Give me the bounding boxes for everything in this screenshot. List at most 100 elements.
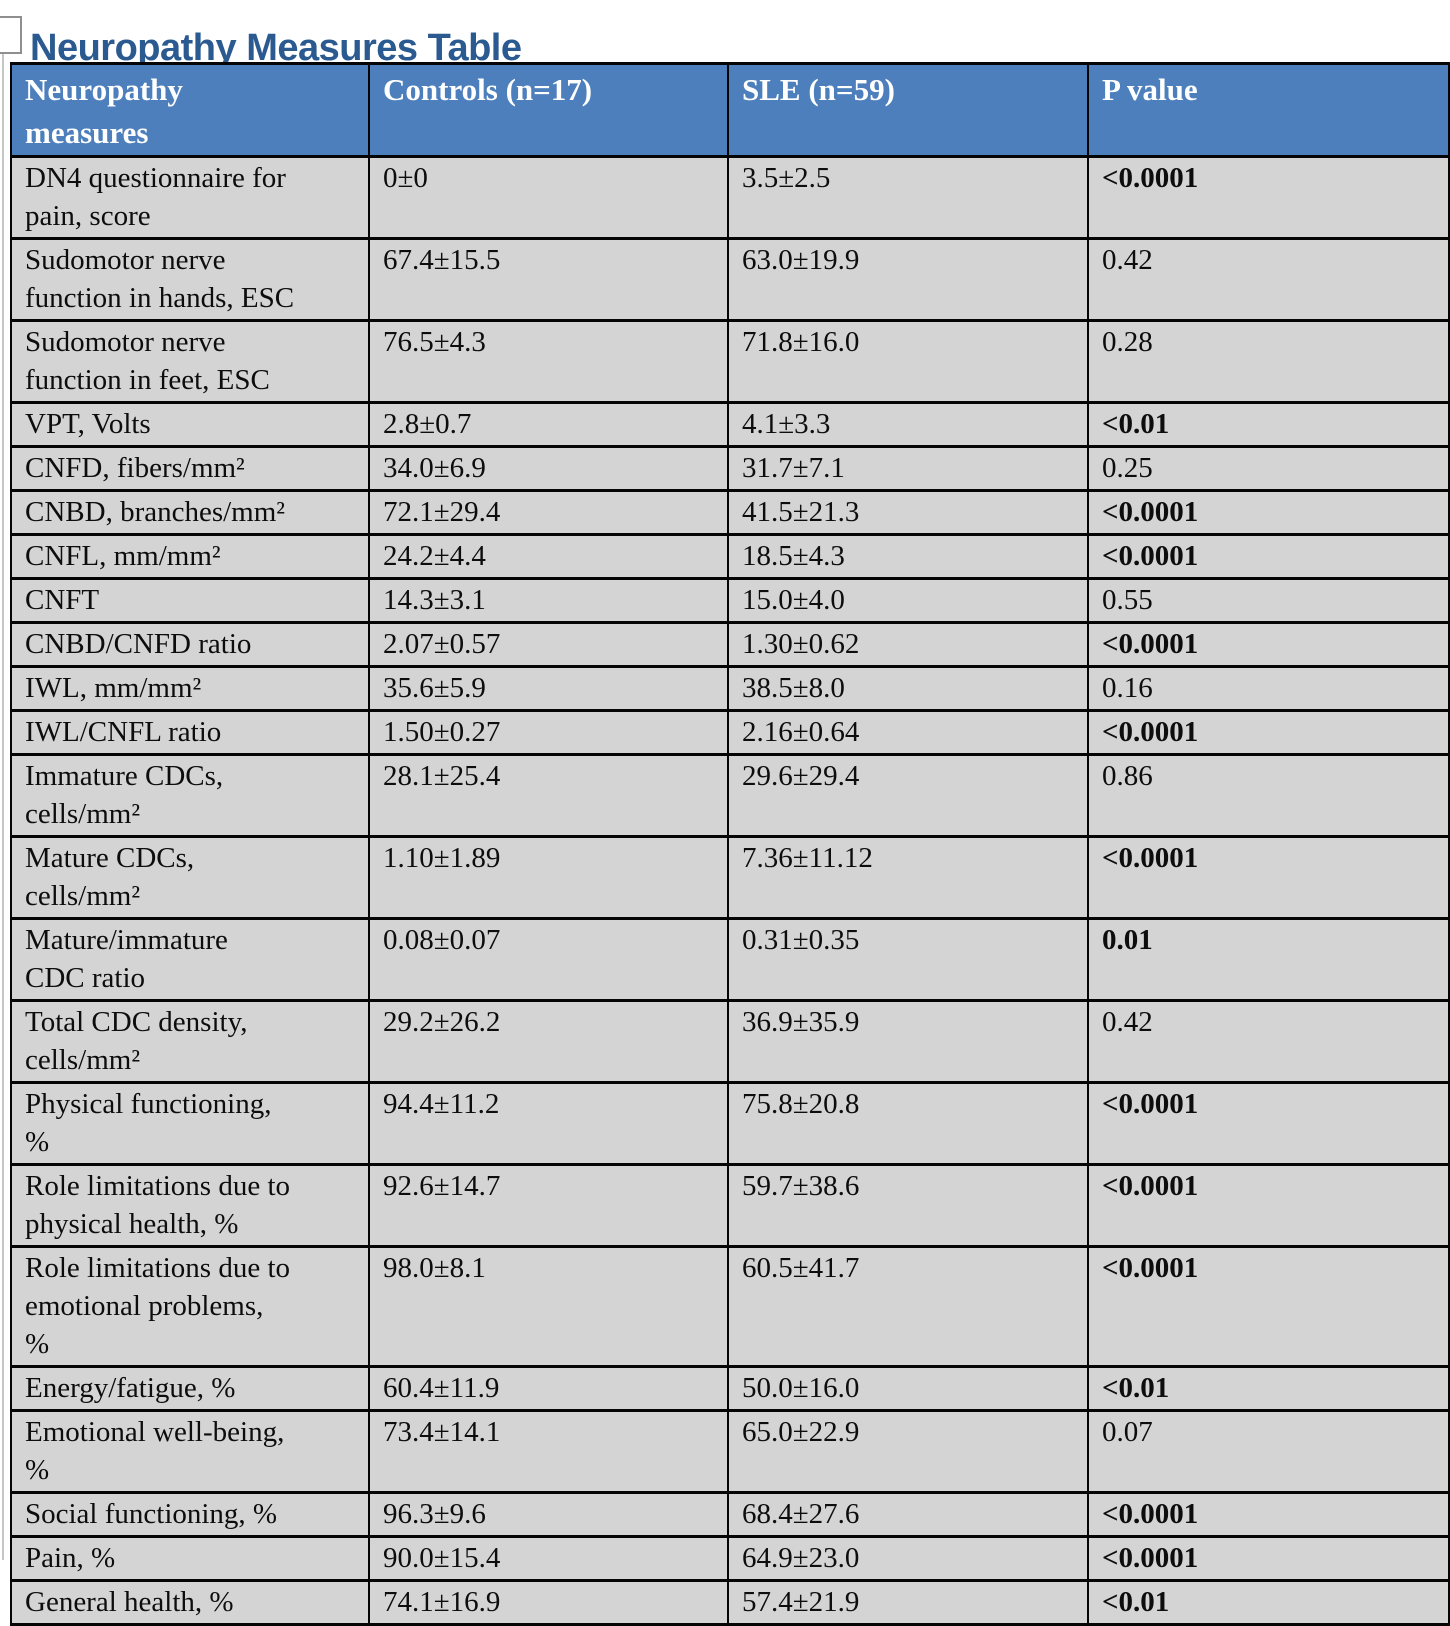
neuropathy-measures-table: Neuropathy measures Controls (n=17) SLE … bbox=[10, 62, 1450, 1626]
measure-cell: Pain, % bbox=[10, 1535, 370, 1582]
controls-value-cell: 96.3±9.6 bbox=[368, 1491, 729, 1538]
p-value-cell: 0.86 bbox=[1087, 753, 1450, 838]
sle-value-cell: 36.9±35.9 bbox=[727, 999, 1089, 1084]
sle-value-cell: 7.36±11.12 bbox=[727, 835, 1089, 920]
sle-value-cell: 59.7±38.6 bbox=[727, 1163, 1089, 1248]
column-header-sle: SLE (n=59) bbox=[727, 62, 1089, 158]
p-value-cell: <0.0001 bbox=[1087, 1245, 1450, 1368]
measure-cell: IWL/CNFL ratio bbox=[10, 709, 370, 756]
table-row: CNFD, fibers/mm² 34.0±6.9 31.7±7.1 0.25 bbox=[10, 445, 1450, 492]
p-value-cell: 0.42 bbox=[1087, 999, 1450, 1084]
measure-cell: Emotional well-being, % bbox=[10, 1409, 370, 1494]
measure-cell: Energy/fatigue, % bbox=[10, 1365, 370, 1412]
partial-ui-box bbox=[0, 16, 22, 54]
p-value-cell: 0.25 bbox=[1087, 445, 1450, 492]
controls-value-cell: 2.07±0.57 bbox=[368, 621, 729, 668]
measure-cell: CNFL, mm/mm² bbox=[10, 533, 370, 580]
controls-value-cell: 34.0±6.9 bbox=[368, 445, 729, 492]
measure-cell: Role limitations due to physical health,… bbox=[10, 1163, 370, 1248]
controls-value-cell: 90.0±15.4 bbox=[368, 1535, 729, 1582]
measure-cell: CNFT bbox=[10, 577, 370, 624]
measure-cell: Immature CDCs, cells/mm² bbox=[10, 753, 370, 838]
sle-value-cell: 18.5±4.3 bbox=[727, 533, 1089, 580]
table-row: Sudomotor nerve function in hands, ESC 6… bbox=[10, 237, 1450, 322]
p-value-cell: <0.01 bbox=[1087, 1365, 1450, 1412]
table-row: Mature CDCs, cells/mm² 1.10±1.89 7.36±11… bbox=[10, 835, 1450, 920]
table-row: Energy/fatigue, % 60.4±11.9 50.0±16.0 <0… bbox=[10, 1365, 1450, 1412]
controls-value-cell: 94.4±11.2 bbox=[368, 1081, 729, 1166]
controls-value-cell: 28.1±25.4 bbox=[368, 753, 729, 838]
sle-value-cell: 2.16±0.64 bbox=[727, 709, 1089, 756]
sle-value-cell: 64.9±23.0 bbox=[727, 1535, 1089, 1582]
controls-value-cell: 73.4±14.1 bbox=[368, 1409, 729, 1494]
measure-cell: IWL, mm/mm² bbox=[10, 665, 370, 712]
table-row: Total CDC density, cells/mm² 29.2±26.2 3… bbox=[10, 999, 1450, 1084]
header-row: Neuropathy measures Controls (n=17) SLE … bbox=[10, 62, 1450, 158]
table-row: IWL, mm/mm² 35.6±5.9 38.5±8.0 0.16 bbox=[10, 665, 1450, 712]
controls-value-cell: 0.08±0.07 bbox=[368, 917, 729, 1002]
p-value-cell: <0.0001 bbox=[1087, 1081, 1450, 1166]
sle-value-cell: 0.31±0.35 bbox=[727, 917, 1089, 1002]
measure-cell: Mature CDCs, cells/mm² bbox=[10, 835, 370, 920]
sle-value-cell: 15.0±4.0 bbox=[727, 577, 1089, 624]
sle-value-cell: 63.0±19.9 bbox=[727, 237, 1089, 322]
table-header: Neuropathy measures Controls (n=17) SLE … bbox=[10, 62, 1450, 158]
sle-value-cell: 4.1±3.3 bbox=[727, 401, 1089, 448]
table-row: Role limitations due to emotional proble… bbox=[10, 1245, 1450, 1368]
table-row: Social functioning, % 96.3±9.6 68.4±27.6… bbox=[10, 1491, 1450, 1538]
controls-value-cell: 67.4±15.5 bbox=[368, 237, 729, 322]
sle-value-cell: 60.5±41.7 bbox=[727, 1245, 1089, 1368]
p-value-cell: 0.42 bbox=[1087, 237, 1450, 322]
sle-value-cell: 41.5±21.3 bbox=[727, 489, 1089, 536]
table-row: VPT, Volts 2.8±0.7 4.1±3.3 <0.01 bbox=[10, 401, 1450, 448]
measure-cell: CNFD, fibers/mm² bbox=[10, 445, 370, 492]
p-value-cell: 0.07 bbox=[1087, 1409, 1450, 1494]
sle-value-cell: 29.6±29.4 bbox=[727, 753, 1089, 838]
table-row: DN4 questionnaire for pain, score 0±0 3.… bbox=[10, 155, 1450, 240]
controls-value-cell: 1.50±0.27 bbox=[368, 709, 729, 756]
measure-cell: Social functioning, % bbox=[10, 1491, 370, 1538]
measure-cell: Mature/immature CDC ratio bbox=[10, 917, 370, 1002]
p-value-cell: <0.0001 bbox=[1087, 835, 1450, 920]
controls-value-cell: 2.8±0.7 bbox=[368, 401, 729, 448]
table-row: CNBD/CNFD ratio 2.07±0.57 1.30±0.62 <0.0… bbox=[10, 621, 1450, 668]
p-value-cell: <0.0001 bbox=[1087, 709, 1450, 756]
column-header-controls: Controls (n=17) bbox=[368, 62, 729, 158]
p-value-cell: 0.55 bbox=[1087, 577, 1450, 624]
p-value-cell: <0.01 bbox=[1087, 401, 1450, 448]
measure-cell: CNBD, branches/mm² bbox=[10, 489, 370, 536]
table-row: IWL/CNFL ratio 1.50±0.27 2.16±0.64 <0.00… bbox=[10, 709, 1450, 756]
controls-value-cell: 1.10±1.89 bbox=[368, 835, 729, 920]
controls-value-cell: 35.6±5.9 bbox=[368, 665, 729, 712]
p-value-cell: <0.0001 bbox=[1087, 1535, 1450, 1582]
measure-cell: DN4 questionnaire for pain, score bbox=[10, 155, 370, 240]
controls-value-cell: 60.4±11.9 bbox=[368, 1365, 729, 1412]
measure-cell: Total CDC density, cells/mm² bbox=[10, 999, 370, 1084]
measure-cell: CNBD/CNFD ratio bbox=[10, 621, 370, 668]
table-row: Immature CDCs, cells/mm² 28.1±25.4 29.6±… bbox=[10, 753, 1450, 838]
p-value-cell: <0.0001 bbox=[1087, 489, 1450, 536]
p-value-cell: <0.0001 bbox=[1087, 155, 1450, 240]
p-value-cell: <0.01 bbox=[1087, 1579, 1450, 1626]
sle-value-cell: 71.8±16.0 bbox=[727, 319, 1089, 404]
controls-value-cell: 72.1±29.4 bbox=[368, 489, 729, 536]
measure-cell: Role limitations due to emotional proble… bbox=[10, 1245, 370, 1368]
p-value-cell: <0.0001 bbox=[1087, 1163, 1450, 1248]
p-value-cell: 0.16 bbox=[1087, 665, 1450, 712]
table-row: CNFT 14.3±3.1 15.0±4.0 0.55 bbox=[10, 577, 1450, 624]
sle-value-cell: 3.5±2.5 bbox=[727, 155, 1089, 240]
measure-cell: General health, % bbox=[10, 1579, 370, 1626]
measure-cell: Sudomotor nerve function in feet, ESC bbox=[10, 319, 370, 404]
p-value-cell: <0.0001 bbox=[1087, 621, 1450, 668]
measure-cell: Physical functioning, % bbox=[10, 1081, 370, 1166]
table-row: Sudomotor nerve function in feet, ESC 76… bbox=[10, 319, 1450, 404]
controls-value-cell: 24.2±4.4 bbox=[368, 533, 729, 580]
table-row: Emotional well-being, % 73.4±14.1 65.0±2… bbox=[10, 1409, 1450, 1494]
measure-cell: VPT, Volts bbox=[10, 401, 370, 448]
p-value-cell: 0.01 bbox=[1087, 917, 1450, 1002]
p-value-cell: <0.0001 bbox=[1087, 1491, 1450, 1538]
table-row: General health, % 74.1±16.9 57.4±21.9 <0… bbox=[10, 1579, 1450, 1626]
column-header-measures: Neuropathy measures bbox=[10, 62, 370, 158]
column-header-pvalue: P value bbox=[1087, 62, 1450, 158]
table-row: Pain, % 90.0±15.4 64.9±23.0 <0.0001 bbox=[10, 1535, 1450, 1582]
